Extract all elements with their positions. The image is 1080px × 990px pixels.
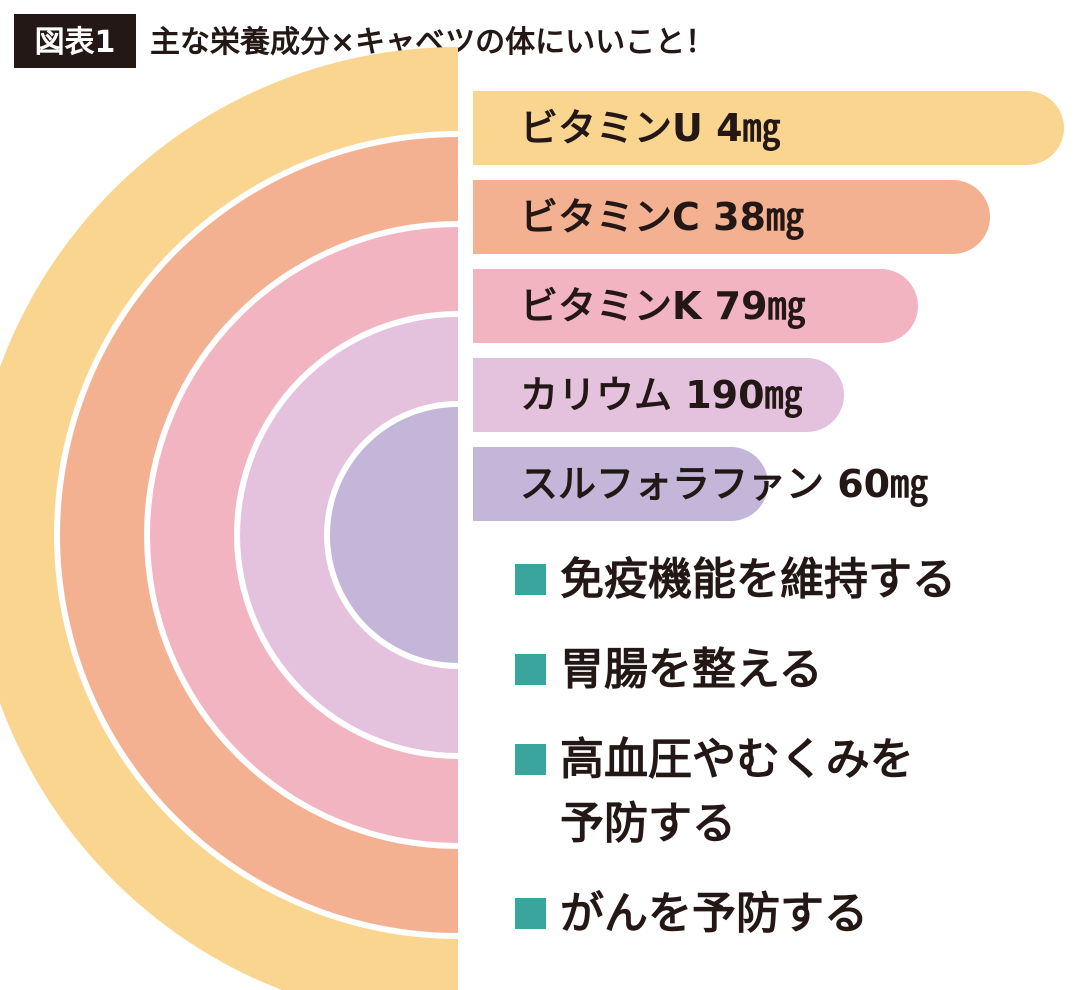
title-badge: 図表1 [35,25,116,60]
bar-vitamin_u [473,91,1064,165]
benefit-item-1-line-1: 免疫機能を維持する [560,554,956,605]
title-badge-bg [14,14,136,68]
arc-vitamin_u [0,47,458,990]
label-vitamin_c: ビタミンC 38㎎ [520,195,804,241]
arc-potassium [240,317,458,753]
bar-vitamin_k [473,269,918,343]
label-vitamin_k: ビタミンK 79㎎ [520,284,806,330]
label-potassium: カリウム 190㎎ [520,373,803,419]
bar-potassium [473,358,844,432]
bar-vitamin_c [473,180,990,254]
benefit-item-2-line-1: 胃腸を整える [560,644,823,695]
label-sulforaphane: スルフォラファン 60㎎ [520,462,928,508]
benefit-item-4-line-1: がんを予防する [560,888,868,939]
arc-vitamin_k [150,227,458,843]
arc-vitamin_c [60,137,458,933]
arc-sulforaphane [330,407,458,663]
benefit-marker [515,564,546,595]
label-vitamin_u: ビタミンU 4㎎ [520,106,781,152]
benefit-marker [515,898,546,929]
benefit-item-3-line-1: 高血圧やむくみを [560,734,914,785]
arcs-layer [0,47,458,990]
bar-sulforaphane [473,447,768,521]
benefit-item-3-line-2: 予防する [560,798,736,849]
benefit-marker [515,654,546,685]
benefit-marker [515,744,546,775]
